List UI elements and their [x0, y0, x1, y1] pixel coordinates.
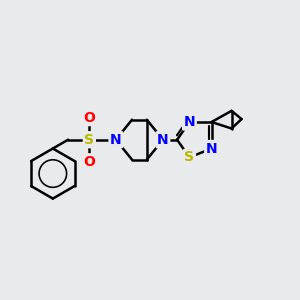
- Text: N: N: [206, 142, 218, 155]
- Text: S: S: [84, 133, 94, 147]
- Text: N: N: [184, 115, 195, 129]
- Text: N: N: [157, 133, 169, 147]
- Text: N: N: [110, 133, 122, 147]
- Text: S: S: [184, 150, 194, 164]
- Text: O: O: [83, 155, 95, 169]
- Text: O: O: [83, 111, 95, 124]
